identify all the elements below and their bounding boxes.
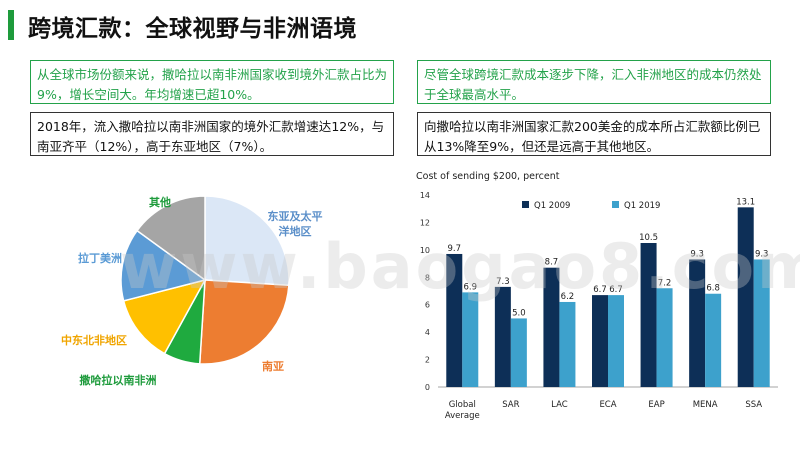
y-tick-label: 8 <box>425 273 430 282</box>
x-category-label: Global Average <box>445 400 480 421</box>
y-tick-label: 0 <box>425 383 430 392</box>
legend-label-1: Q1 2019 <box>624 201 660 211</box>
pie-label-3: 中东北非地区 <box>61 333 127 347</box>
y-tick-label: 10 <box>420 246 430 255</box>
bar-eca-1 <box>608 295 624 387</box>
bar-ssa-0 <box>737 207 754 387</box>
x-category-label: ECA <box>599 400 616 410</box>
bar-eap-0 <box>640 243 657 387</box>
y-tick-label: 6 <box>425 301 430 310</box>
y-tick-label: 4 <box>425 328 430 337</box>
x-category-label: SSA <box>745 400 762 410</box>
bar-value-label: 7.2 <box>658 278 672 288</box>
remittance-cost-bar-chart: Cost of sending $200, percent 0 2 4 6 8 10 12 14… <box>416 171 778 421</box>
bar-value-label: 13.1 <box>736 197 755 207</box>
bar-mena-1 <box>705 293 722 387</box>
pie-label-0: 东亚及太平洋地区 <box>268 209 323 238</box>
legend-label-0: Q1 2009 <box>534 201 570 211</box>
pie-slice-4 <box>120 229 207 302</box>
x-category-label: LAC <box>551 400 568 410</box>
title-accent-bar <box>8 10 14 40</box>
bar-sar-0 <box>494 286 511 387</box>
bar-mena-0 <box>689 259 706 387</box>
bar-value-label: 7.3 <box>496 277 510 287</box>
bar-value-label: 9.3 <box>690 249 704 259</box>
pie-slice-5 <box>135 195 206 282</box>
bar-value-label: 5.0 <box>512 308 526 318</box>
x-category-label: SAR <box>502 400 519 410</box>
y-tick-label: 14 <box>420 191 430 200</box>
bar-value-label: 9.7 <box>448 244 462 254</box>
x-category-label: EAP <box>648 400 664 410</box>
x-category-label: MENA <box>693 400 718 410</box>
cost-ratio-note: 向撒哈拉以南非洲国家汇款200美金的成本所占汇款额比例已从13%降至9%，但还是… <box>417 112 771 156</box>
bar-global-average-0 <box>446 253 463 387</box>
bar-value-label: 6.2 <box>561 292 575 302</box>
pie-slice-3 <box>122 278 207 355</box>
bar-value-label: 6.9 <box>464 282 478 292</box>
y-tick-label: 2 <box>425 356 430 365</box>
y-tick-label: 12 <box>420 218 430 227</box>
market-share-note: 从全球市场份额来说，撒哈拉以南非洲国家收到境外汇款占比为9%，增长空间大。年均增… <box>30 60 394 104</box>
pie-slice-0 <box>204 195 290 287</box>
bar-value-label: 6.7 <box>593 285 607 295</box>
growth-rate-note: 2018年，流入撒哈拉以南非洲国家的境外汇款增速达12%，与南亚齐平（12%），… <box>30 112 394 156</box>
pie-label-5: 其他 <box>149 195 171 209</box>
pie-label-2: 撒哈拉以南非洲 <box>80 373 157 387</box>
bar-lac-0 <box>543 267 560 387</box>
bar-eap-1 <box>656 288 673 387</box>
bar-value-label: 6.8 <box>706 284 720 294</box>
bar-lac-1 <box>559 301 576 387</box>
bar-value-label: 8.7 <box>545 258 559 268</box>
cost-trend-note: 尽管全球跨境汇款成本逐步下降，汇入非洲地区的成本仍然处于全球最高水平。 <box>417 60 771 104</box>
pie-slice-1 <box>198 279 290 365</box>
bar-value-label: 6.7 <box>609 285 623 295</box>
bar-sar-1 <box>510 318 527 387</box>
bar-value-label: 10.5 <box>639 233 658 243</box>
pie-label-1: 南亚 <box>262 359 284 373</box>
bar-global-average-1 <box>462 292 479 387</box>
bar-ssa-1 <box>753 259 770 387</box>
pie-label-4: 拉丁美洲 <box>78 251 122 265</box>
page-title: 跨境汇款：全球视野与非洲语境 <box>28 16 357 42</box>
bar-value-label: 9.3 <box>755 249 769 259</box>
bar-chart-title: Cost of sending $200, percent <box>416 171 560 182</box>
legend-swatch-0 <box>522 201 529 208</box>
bar-eca-0 <box>592 295 608 387</box>
legend-swatch-1 <box>612 201 619 208</box>
